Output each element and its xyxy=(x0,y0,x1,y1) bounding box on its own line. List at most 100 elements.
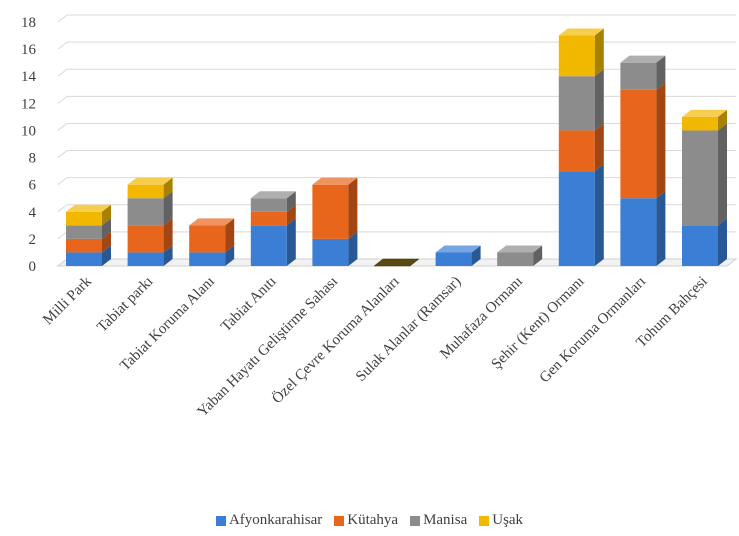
bar-side xyxy=(286,191,296,212)
bar-stack xyxy=(497,245,543,266)
bar-side xyxy=(594,164,604,266)
gridline-connector xyxy=(57,41,68,50)
bar-side xyxy=(718,123,727,226)
bar-top xyxy=(558,28,604,36)
legend-item-afyonkarahisar: Afyonkarahisar xyxy=(215,512,322,529)
legend-label-usak: Uşak xyxy=(492,512,524,528)
bar-front xyxy=(66,238,102,253)
bar-segment-kütahya xyxy=(620,82,666,199)
bar-top xyxy=(312,177,358,185)
bar-side xyxy=(225,245,235,266)
legend: Afyonkarahisar Kütahya Manisa Uşak xyxy=(0,512,739,529)
y-tick-label: 6 xyxy=(29,178,37,194)
bar-top xyxy=(435,245,481,253)
y-tick-label: 18 xyxy=(21,15,36,31)
bar-top xyxy=(682,109,727,117)
bar-segment-afyonkarahisar xyxy=(66,245,111,266)
bar-segment-uşak xyxy=(682,109,727,131)
bar-segment-afyonkarahisar xyxy=(127,245,173,266)
legend-swatch-manisa xyxy=(410,515,421,526)
bar-side xyxy=(471,245,481,266)
bar-segment-afyonkarahisar xyxy=(620,191,666,266)
bar-segment-kütahya xyxy=(127,218,173,253)
bar-stack xyxy=(312,177,358,266)
bar-segment-manisa xyxy=(558,69,604,131)
bar-segment-kütahya xyxy=(250,204,296,226)
bar-top xyxy=(66,204,111,212)
bar-segment-manisa xyxy=(66,218,111,239)
bar-segment-afyonkarahisar xyxy=(312,231,358,266)
bar-front xyxy=(435,252,472,266)
y-axis-ticks: 0 2 4 6 8 10 12 14 16 18 xyxy=(21,15,37,275)
bar-front xyxy=(127,252,164,266)
bar-top xyxy=(127,177,173,185)
bar-front xyxy=(66,252,102,266)
bar-front xyxy=(682,116,718,131)
bar-side xyxy=(348,177,358,239)
bar-side xyxy=(163,191,173,226)
bar-segment-uşak xyxy=(66,204,111,226)
legend-label-manisa: Manisa xyxy=(423,512,468,528)
bar-top xyxy=(497,245,543,253)
bar-segment-afyonkarahisar xyxy=(250,218,296,266)
bar-side xyxy=(102,245,111,266)
legend-swatch-afyonkarahisar xyxy=(215,515,226,526)
bar-front xyxy=(189,252,226,266)
gridline-connector xyxy=(57,177,68,186)
bar-segment-manisa xyxy=(682,123,727,226)
gridline-connector xyxy=(57,231,68,240)
x-tick-label: Milli Park xyxy=(40,273,95,328)
legend-label-kutahya: Kütahya xyxy=(347,512,399,528)
gridline-connector xyxy=(57,204,68,213)
legend-item-usak: Uşak xyxy=(479,512,523,529)
bar-front xyxy=(127,225,164,253)
bar-side xyxy=(286,204,296,226)
y-tick-label: 16 xyxy=(21,42,37,58)
y-tick-label: 0 xyxy=(29,259,37,275)
bar-side xyxy=(594,69,604,131)
bar-zero-marker xyxy=(373,258,420,267)
bar-side xyxy=(102,231,111,253)
bar-stack xyxy=(373,258,420,267)
bar-side xyxy=(225,218,235,253)
x-tick-label: Özel Çevre Koruma Alanları xyxy=(269,273,403,407)
bar-front xyxy=(558,130,595,172)
bar-stack xyxy=(682,109,727,266)
bar-stack xyxy=(620,55,666,266)
bar-front xyxy=(620,62,657,90)
bar-segment-manisa xyxy=(497,245,543,266)
legend-item-kutahya: Kütahya xyxy=(334,512,398,529)
bar-segment-kütahya xyxy=(189,218,235,253)
bar-stack xyxy=(127,177,173,266)
bar-segment-manisa xyxy=(250,191,296,212)
bar-front xyxy=(312,184,349,239)
bar-segment-manisa xyxy=(127,191,173,226)
bar-front xyxy=(127,198,164,226)
bar-side xyxy=(594,123,604,172)
bar-side xyxy=(594,28,604,77)
bar-front xyxy=(620,89,657,199)
bar-front xyxy=(558,76,595,131)
bar-side xyxy=(656,55,666,90)
gridline-connector xyxy=(57,14,68,23)
y-tick-label: 10 xyxy=(21,123,36,139)
bar-segment-afyonkarahisar xyxy=(682,218,727,266)
bar-front xyxy=(250,225,287,266)
x-tick-label: Tabiat parkı xyxy=(94,274,156,336)
bar-front xyxy=(497,252,534,266)
y-tick-label: 14 xyxy=(21,69,37,85)
bar-top xyxy=(250,191,296,199)
bars xyxy=(66,28,727,267)
bar-front xyxy=(66,225,102,239)
bar-segment-afyonkarahisar xyxy=(189,245,235,266)
bar-segment-uşak xyxy=(558,28,604,77)
bar-stack xyxy=(558,28,604,266)
legend-item-manisa: Manisa xyxy=(410,512,467,529)
bar-side xyxy=(163,245,173,266)
bar-side xyxy=(348,231,358,266)
bar-side xyxy=(718,109,727,131)
bar-stack xyxy=(250,191,296,266)
y-tick-label: 12 xyxy=(21,96,36,112)
